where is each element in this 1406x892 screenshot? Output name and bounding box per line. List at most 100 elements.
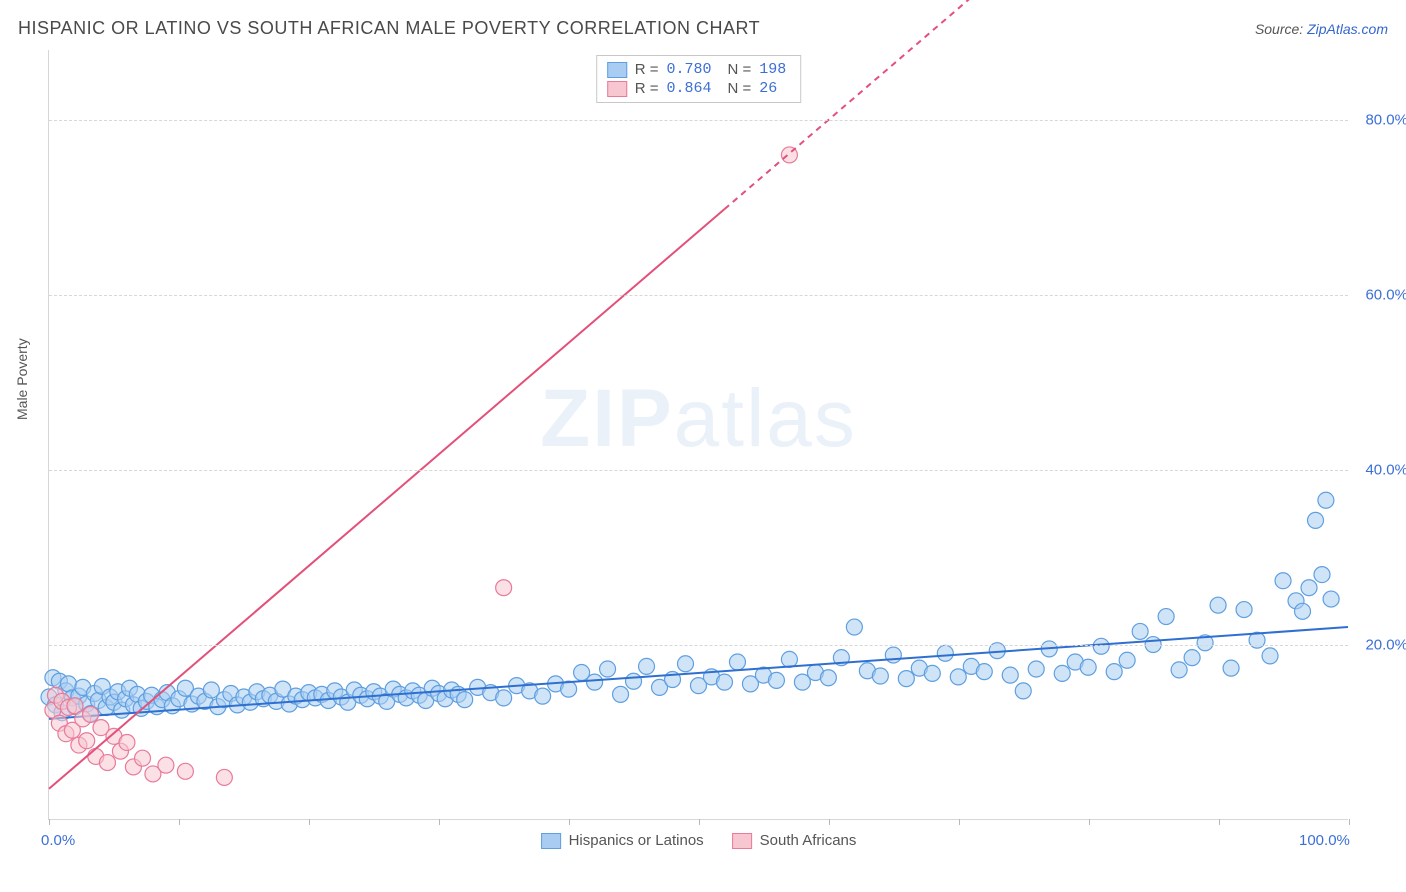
gridline-h: [49, 120, 1348, 121]
scatter-point: [1015, 683, 1031, 699]
legend-r-label: R =: [635, 80, 659, 97]
gridline-h: [49, 470, 1348, 471]
legend-item: South Africans: [732, 832, 857, 849]
scatter-point: [729, 654, 745, 670]
scatter-point: [626, 673, 642, 689]
scatter-point: [535, 688, 551, 704]
scatter-point: [820, 670, 836, 686]
legend-n-label: N =: [728, 61, 752, 78]
scatter-point: [781, 651, 797, 667]
legend-swatch: [607, 81, 627, 97]
x-tick: [49, 819, 50, 825]
source-link[interactable]: ZipAtlas.com: [1307, 21, 1388, 37]
y-tick-label: 60.0%: [1365, 287, 1406, 304]
legend-swatch: [541, 833, 561, 849]
x-tick: [1219, 819, 1220, 825]
scatter-point: [885, 647, 901, 663]
y-tick-label: 20.0%: [1365, 637, 1406, 654]
scatter-point: [496, 580, 512, 596]
scatter-point: [1002, 667, 1018, 683]
scatter-point: [99, 755, 115, 771]
legend-r-value: 0.864: [666, 80, 711, 97]
legend-label: South Africans: [760, 832, 857, 849]
y-tick-label: 80.0%: [1365, 112, 1406, 129]
chart-title: HISPANIC OR LATINO VS SOUTH AFRICAN MALE…: [18, 18, 760, 39]
source-attribution: Source: ZipAtlas.com: [1255, 21, 1388, 37]
x-tick: [1349, 819, 1350, 825]
scatter-point: [135, 750, 151, 766]
scatter-point: [79, 733, 95, 749]
scatter-point: [768, 672, 784, 688]
scatter-point: [950, 669, 966, 685]
legend-label: Hispanics or Latinos: [569, 832, 704, 849]
x-tick: [699, 819, 700, 825]
scatter-point: [1210, 597, 1226, 613]
scatter-point: [1323, 591, 1339, 607]
x-tick: [829, 819, 830, 825]
scatter-point: [1262, 648, 1278, 664]
scatter-point: [600, 661, 616, 677]
scatter-point: [83, 706, 99, 722]
scatter-point: [846, 619, 862, 635]
scatter-point: [716, 674, 732, 690]
series-legend: Hispanics or Latinos South Africans: [541, 832, 857, 849]
correlation-legend: R =0.780N =198R =0.864N = 26: [596, 55, 802, 103]
scatter-point: [457, 692, 473, 708]
scatter-point: [496, 690, 512, 706]
scatter-point: [1295, 603, 1311, 619]
legend-swatch: [732, 833, 752, 849]
legend-r-value: 0.780: [666, 61, 711, 78]
scatter-point: [937, 645, 953, 661]
source-prefix: Source:: [1255, 21, 1307, 37]
scatter-point: [177, 763, 193, 779]
scatter-point: [898, 671, 914, 687]
scatter-point: [1080, 659, 1096, 675]
scatter-point: [1119, 652, 1135, 668]
scatter-point: [587, 674, 603, 690]
chart-svg-layer: [49, 50, 1348, 819]
scatter-point: [1223, 660, 1239, 676]
x-tick: [959, 819, 960, 825]
legend-n-value: 26: [759, 80, 777, 97]
x-tick: [569, 819, 570, 825]
scatter-point: [1106, 664, 1122, 680]
scatter-point: [1314, 567, 1330, 583]
scatter-point: [1236, 602, 1252, 618]
x-tick: [309, 819, 310, 825]
x-tick: [439, 819, 440, 825]
scatter-point: [1093, 638, 1109, 654]
scatter-point: [1054, 665, 1070, 681]
scatter-point: [119, 734, 135, 750]
chart-plot-area: ZIPatlas R =0.780N =198R =0.864N = 26 Hi…: [48, 50, 1348, 820]
regression-line: [49, 627, 1348, 719]
scatter-point: [1132, 623, 1148, 639]
legend-row: R =0.780N =198: [607, 60, 787, 79]
scatter-point: [1318, 492, 1334, 508]
scatter-point: [1158, 609, 1174, 625]
scatter-point: [1028, 661, 1044, 677]
scatter-point: [976, 664, 992, 680]
scatter-point: [639, 658, 655, 674]
legend-row: R =0.864N = 26: [607, 79, 787, 98]
scatter-point: [1308, 512, 1324, 528]
gridline-h: [49, 645, 1348, 646]
y-axis-label: Male Poverty: [14, 338, 30, 420]
legend-swatch: [607, 62, 627, 78]
gridline-h: [49, 295, 1348, 296]
scatter-point: [872, 668, 888, 684]
scatter-point: [1275, 573, 1291, 589]
scatter-point: [613, 686, 629, 702]
scatter-point: [1171, 662, 1187, 678]
y-tick-label: 40.0%: [1365, 462, 1406, 479]
scatter-point: [678, 656, 694, 672]
scatter-point: [1184, 650, 1200, 666]
scatter-point: [924, 665, 940, 681]
legend-n-value: 198: [759, 61, 786, 78]
scatter-point: [158, 757, 174, 773]
x-axis-label: 100.0%: [1299, 832, 1350, 849]
scatter-point: [216, 769, 232, 785]
scatter-point: [1301, 580, 1317, 596]
legend-item: Hispanics or Latinos: [541, 832, 704, 849]
scatter-point: [561, 681, 577, 697]
x-tick: [179, 819, 180, 825]
